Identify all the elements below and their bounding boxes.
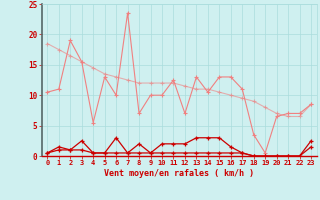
X-axis label: Vent moyen/en rafales ( km/h ): Vent moyen/en rafales ( km/h ): [104, 169, 254, 178]
